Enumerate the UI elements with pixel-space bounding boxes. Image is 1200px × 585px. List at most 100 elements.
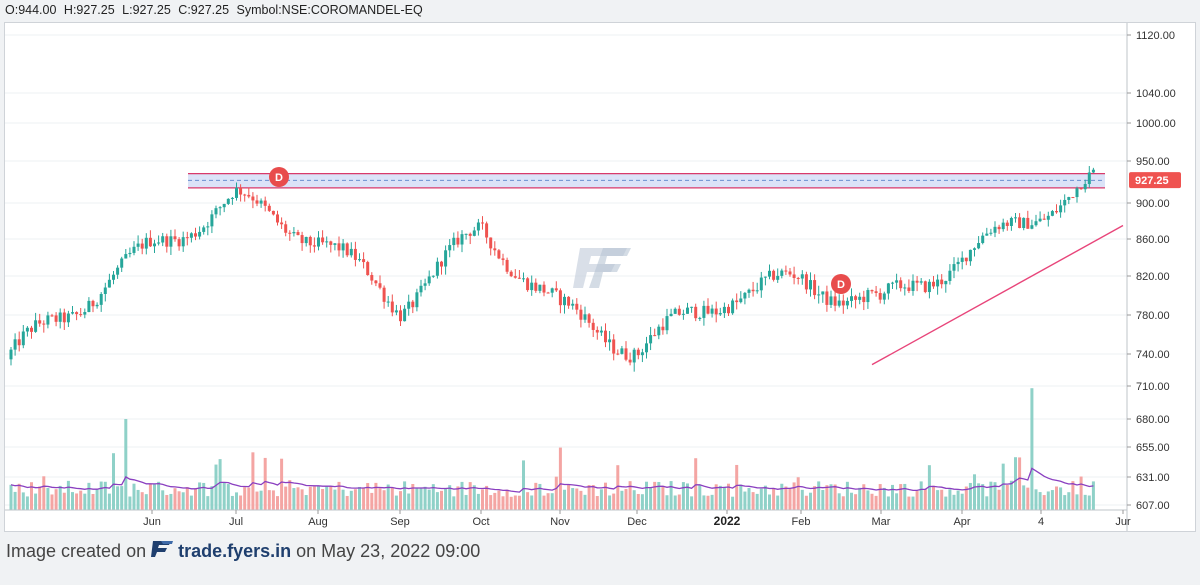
volume-bar	[858, 487, 862, 510]
candle-body	[468, 233, 472, 236]
volume-bar	[620, 490, 624, 510]
candle-body	[321, 237, 325, 243]
volume-bar	[198, 482, 202, 510]
volume-bar	[550, 493, 554, 510]
volume-bar	[599, 489, 603, 510]
candle-body	[317, 237, 320, 247]
candle-body	[981, 235, 985, 244]
price-axis[interactable]: 1120.00 1040.00 1000.00 950.00 900.00 860.00 8…	[5, 23, 1176, 531]
volume-bar	[891, 484, 894, 510]
volume-bar	[595, 496, 599, 510]
candle-body	[50, 315, 54, 317]
volume-bar	[386, 484, 390, 510]
volume-bar	[1042, 495, 1046, 510]
candle-body	[173, 236, 177, 240]
candle-body	[1018, 217, 1022, 229]
time-tick-label: Oct	[472, 516, 489, 528]
volume-bar	[985, 496, 989, 510]
volume-bar	[517, 495, 521, 510]
volume-bar	[25, 496, 29, 510]
candle-body	[161, 236, 165, 243]
grid	[5, 34, 1127, 506]
price-tick-label: 631.00	[1136, 472, 1170, 484]
volume-bar	[886, 496, 890, 510]
candle-body	[329, 241, 333, 245]
volume-bar	[21, 492, 25, 510]
volume-bar	[948, 489, 952, 510]
volume-bar	[353, 489, 357, 510]
candle-body	[128, 252, 132, 255]
candle-body	[513, 276, 517, 278]
candle-body	[46, 315, 50, 325]
volume-bar	[189, 495, 193, 510]
volume-bar	[472, 485, 476, 510]
candle-body	[1071, 197, 1075, 199]
candle-body	[1001, 222, 1005, 230]
candle-body	[1005, 222, 1009, 226]
candle-body	[140, 243, 144, 249]
event-markers: DD	[269, 167, 851, 294]
volume-bar	[903, 483, 907, 510]
volume-bar	[1026, 487, 1030, 510]
volume-bar	[120, 486, 124, 510]
volume-bar	[79, 490, 83, 510]
candle-body	[107, 279, 111, 288]
volume-bar	[1014, 457, 1017, 510]
candle-body	[370, 275, 374, 281]
candle-body	[448, 245, 452, 251]
candle-body	[218, 207, 222, 209]
volume-bar	[755, 493, 759, 510]
candle-body	[91, 300, 95, 307]
candle-body	[333, 243, 337, 245]
candle-body	[554, 288, 558, 291]
volume-bar	[255, 491, 259, 510]
volume-bar	[485, 485, 489, 510]
volume-bar	[124, 419, 128, 510]
candle-body	[624, 348, 628, 360]
footer-credit: Image created on trade.fyers.in on May 2…	[6, 540, 485, 563]
candle-body	[825, 291, 829, 305]
volume-bar	[1067, 492, 1071, 510]
candle-body	[58, 312, 62, 322]
dividend-marker[interactable]: D	[831, 274, 851, 294]
volume-bar	[845, 481, 849, 510]
volume-bar	[30, 482, 33, 510]
price-chart[interactable]: DD 1120.001040.001000.00950.00900.00860.…	[5, 23, 1195, 531]
volume-bar	[1050, 490, 1054, 510]
candle-body	[194, 233, 197, 237]
volume-bar	[300, 489, 304, 510]
footer-brand[interactable]: trade.fyers.in	[178, 541, 292, 561]
price-tick-label: 860.00	[1136, 234, 1170, 246]
volume-bar	[415, 487, 419, 510]
candle-body	[735, 300, 739, 303]
volume-bar	[706, 495, 710, 510]
volume-bar	[936, 490, 940, 510]
volume-bar	[333, 489, 337, 510]
volume-bar	[157, 481, 161, 510]
candle-body	[399, 310, 402, 322]
volume-bar	[780, 483, 784, 510]
candle-body	[263, 200, 267, 206]
candle-body	[628, 359, 632, 363]
time-axis[interactable]: Jun Jul Aug Sep Oct Nov Dec 2022 Feb Mar Apr 4 Jur	[143, 510, 1131, 528]
last-price-label: 927.25	[1135, 175, 1169, 187]
volume-bar	[1059, 487, 1063, 510]
volume-bar	[312, 486, 316, 510]
volume-bar	[1009, 480, 1013, 510]
candle-body	[968, 249, 972, 262]
candle-body	[419, 285, 423, 293]
volume-bar	[895, 493, 899, 510]
volume-bar	[739, 484, 743, 510]
dividend-marker[interactable]: D	[269, 167, 289, 187]
volume-bar	[239, 495, 243, 510]
volume-bar	[698, 484, 702, 510]
candle-body	[837, 300, 841, 306]
candle-body	[743, 292, 747, 299]
candle-body	[751, 289, 755, 292]
symbol-value: Symbol:NSE:COROMANDEL-EQ	[236, 3, 423, 17]
volume-bar	[1055, 486, 1058, 510]
volume-bar	[997, 489, 1001, 510]
candle-body	[136, 243, 140, 247]
candle-body	[649, 335, 653, 344]
